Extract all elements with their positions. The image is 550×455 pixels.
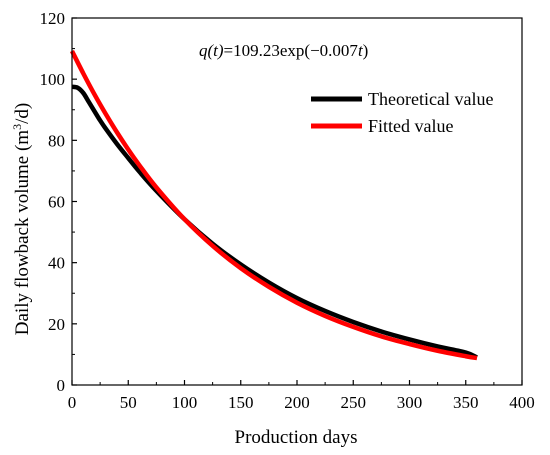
y-axis-title: Daily flowback volume (m3/d) [10, 103, 33, 335]
y-axis-title-superscript: 3 [10, 124, 24, 130]
y-tick-label: 80 [48, 131, 65, 150]
legend: Theoretical value Fitted value [311, 89, 493, 136]
y-axis-title-main: Daily flowback volume (m [12, 130, 33, 335]
equation-q-of-t: q(t) [199, 41, 224, 60]
x-axis-title: Production days [235, 427, 358, 448]
equation-close: ) [363, 41, 369, 60]
legend-label-fitted: Fitted value [368, 116, 453, 136]
x-tick-label: 400 [509, 393, 535, 412]
y-tick-label: 120 [40, 9, 66, 28]
equation-t: t [358, 41, 364, 60]
y-tick-label: 60 [48, 193, 65, 212]
y-tick-label: 100 [40, 70, 66, 89]
x-tick-label: 0 [68, 393, 77, 412]
y-tick-label: 0 [57, 376, 66, 395]
x-axis-ticks: 0 50 100 150 200 250 300 350 400 [68, 380, 535, 412]
y-axis-title-end: /d) [12, 103, 33, 124]
equation-formula: =109.23exp(−0.007 [224, 41, 359, 60]
equation-annotation: q(t)=109.23exp(−0.007t) [199, 41, 368, 60]
y-axis-ticks: 0 20 40 60 80 100 120 [40, 9, 77, 395]
plot-frame [71, 17, 523, 386]
plot-lines [69, 50, 478, 361]
x-tick-label: 150 [228, 393, 254, 412]
x-tick-label: 250 [341, 393, 367, 412]
x-tick-label: 200 [284, 393, 310, 412]
y-tick-label: 40 [48, 254, 65, 273]
x-tick-label: 50 [120, 393, 137, 412]
series-line-fitted [69, 50, 478, 361]
y-tick-label: 20 [48, 315, 65, 334]
legend-label-theoretical: Theoretical value [368, 89, 493, 109]
x-tick-label: 300 [397, 393, 423, 412]
x-tick-label: 350 [453, 393, 479, 412]
x-tick-label: 100 [172, 393, 198, 412]
